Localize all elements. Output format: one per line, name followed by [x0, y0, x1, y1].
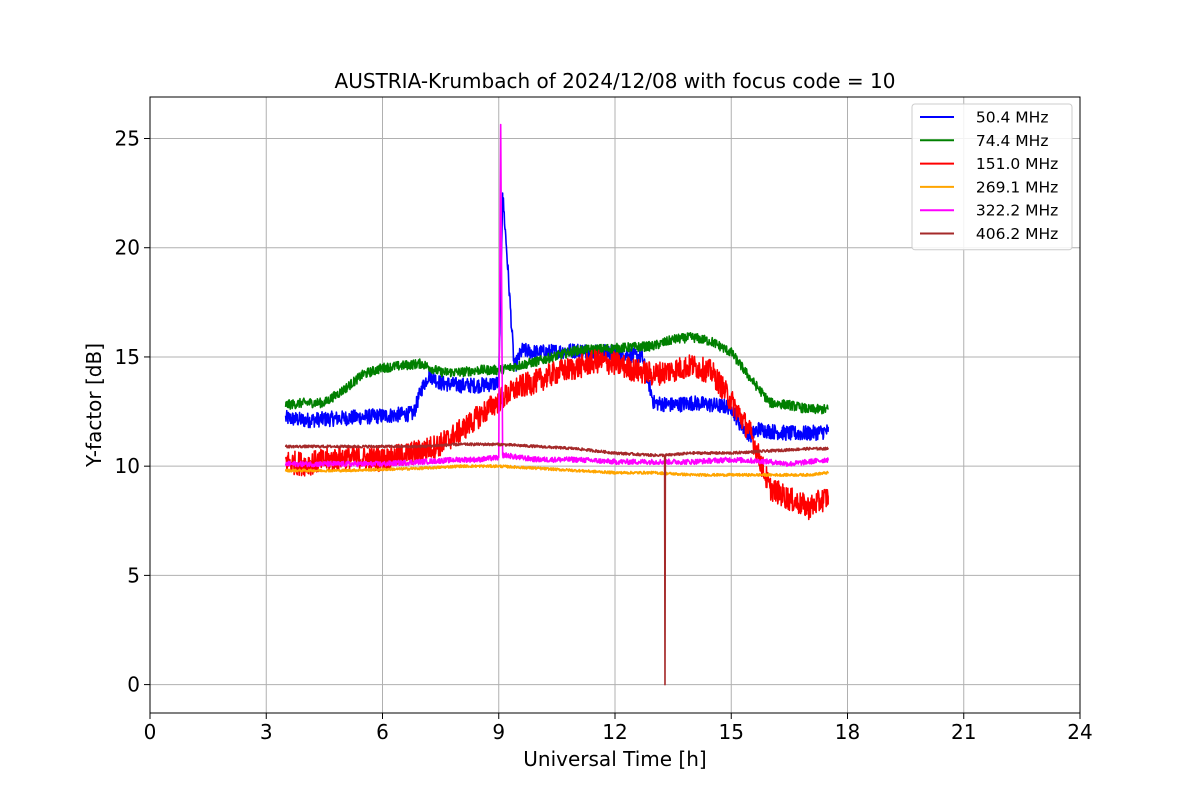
x-tick-label: 15: [719, 720, 744, 744]
y-tick-label: 5: [127, 563, 140, 587]
legend-label: 50.4 MHz: [966, 109, 1048, 127]
y-tick-label: 25: [115, 127, 140, 151]
x-tick-label: 21: [951, 720, 976, 744]
legend-label: 151.0 MHz: [966, 155, 1058, 173]
x-tick-label: 24: [1067, 720, 1092, 744]
x-axis-label: Universal Time [h]: [523, 747, 706, 771]
x-tick-label: 3: [260, 720, 273, 744]
y-axis-ticks: 0 5 10 15 20 25: [115, 127, 150, 697]
series-line-5: [284, 442, 829, 686]
y-tick-label: 15: [115, 345, 140, 369]
legend-label: 322.2 MHz: [966, 202, 1058, 220]
chart-title: AUSTRIA-Krumbach of 2024/12/08 with focu…: [335, 69, 896, 93]
x-tick-label: 9: [492, 720, 505, 744]
series-layer: [284, 123, 829, 686]
series-line-3: [284, 464, 829, 478]
y-tick-label: 20: [115, 236, 140, 260]
x-tick-label: 6: [376, 720, 389, 744]
x-axis-ticks: 0 3 6 9 12 15 18 21 24: [144, 713, 1093, 744]
x-tick-label: 0: [144, 720, 157, 744]
legend-label: 74.4 MHz: [966, 132, 1048, 150]
y-axis-label: Y-factor [dB]: [82, 343, 106, 468]
y-tick-label: 10: [115, 454, 140, 478]
legend-label: 406.2 MHz: [966, 225, 1058, 243]
series-line-1: [284, 332, 829, 415]
series-line-4: [284, 123, 829, 468]
legend-label: 269.1 MHz: [966, 178, 1058, 196]
x-tick-label: 18: [835, 720, 860, 744]
x-tick-label: 12: [602, 720, 627, 744]
y-tick-label: 0: [127, 673, 140, 697]
legend: 50.4 MHz 74.4 MHz 151.0 MHz 269.1 MHz 32…: [911, 103, 1073, 251]
